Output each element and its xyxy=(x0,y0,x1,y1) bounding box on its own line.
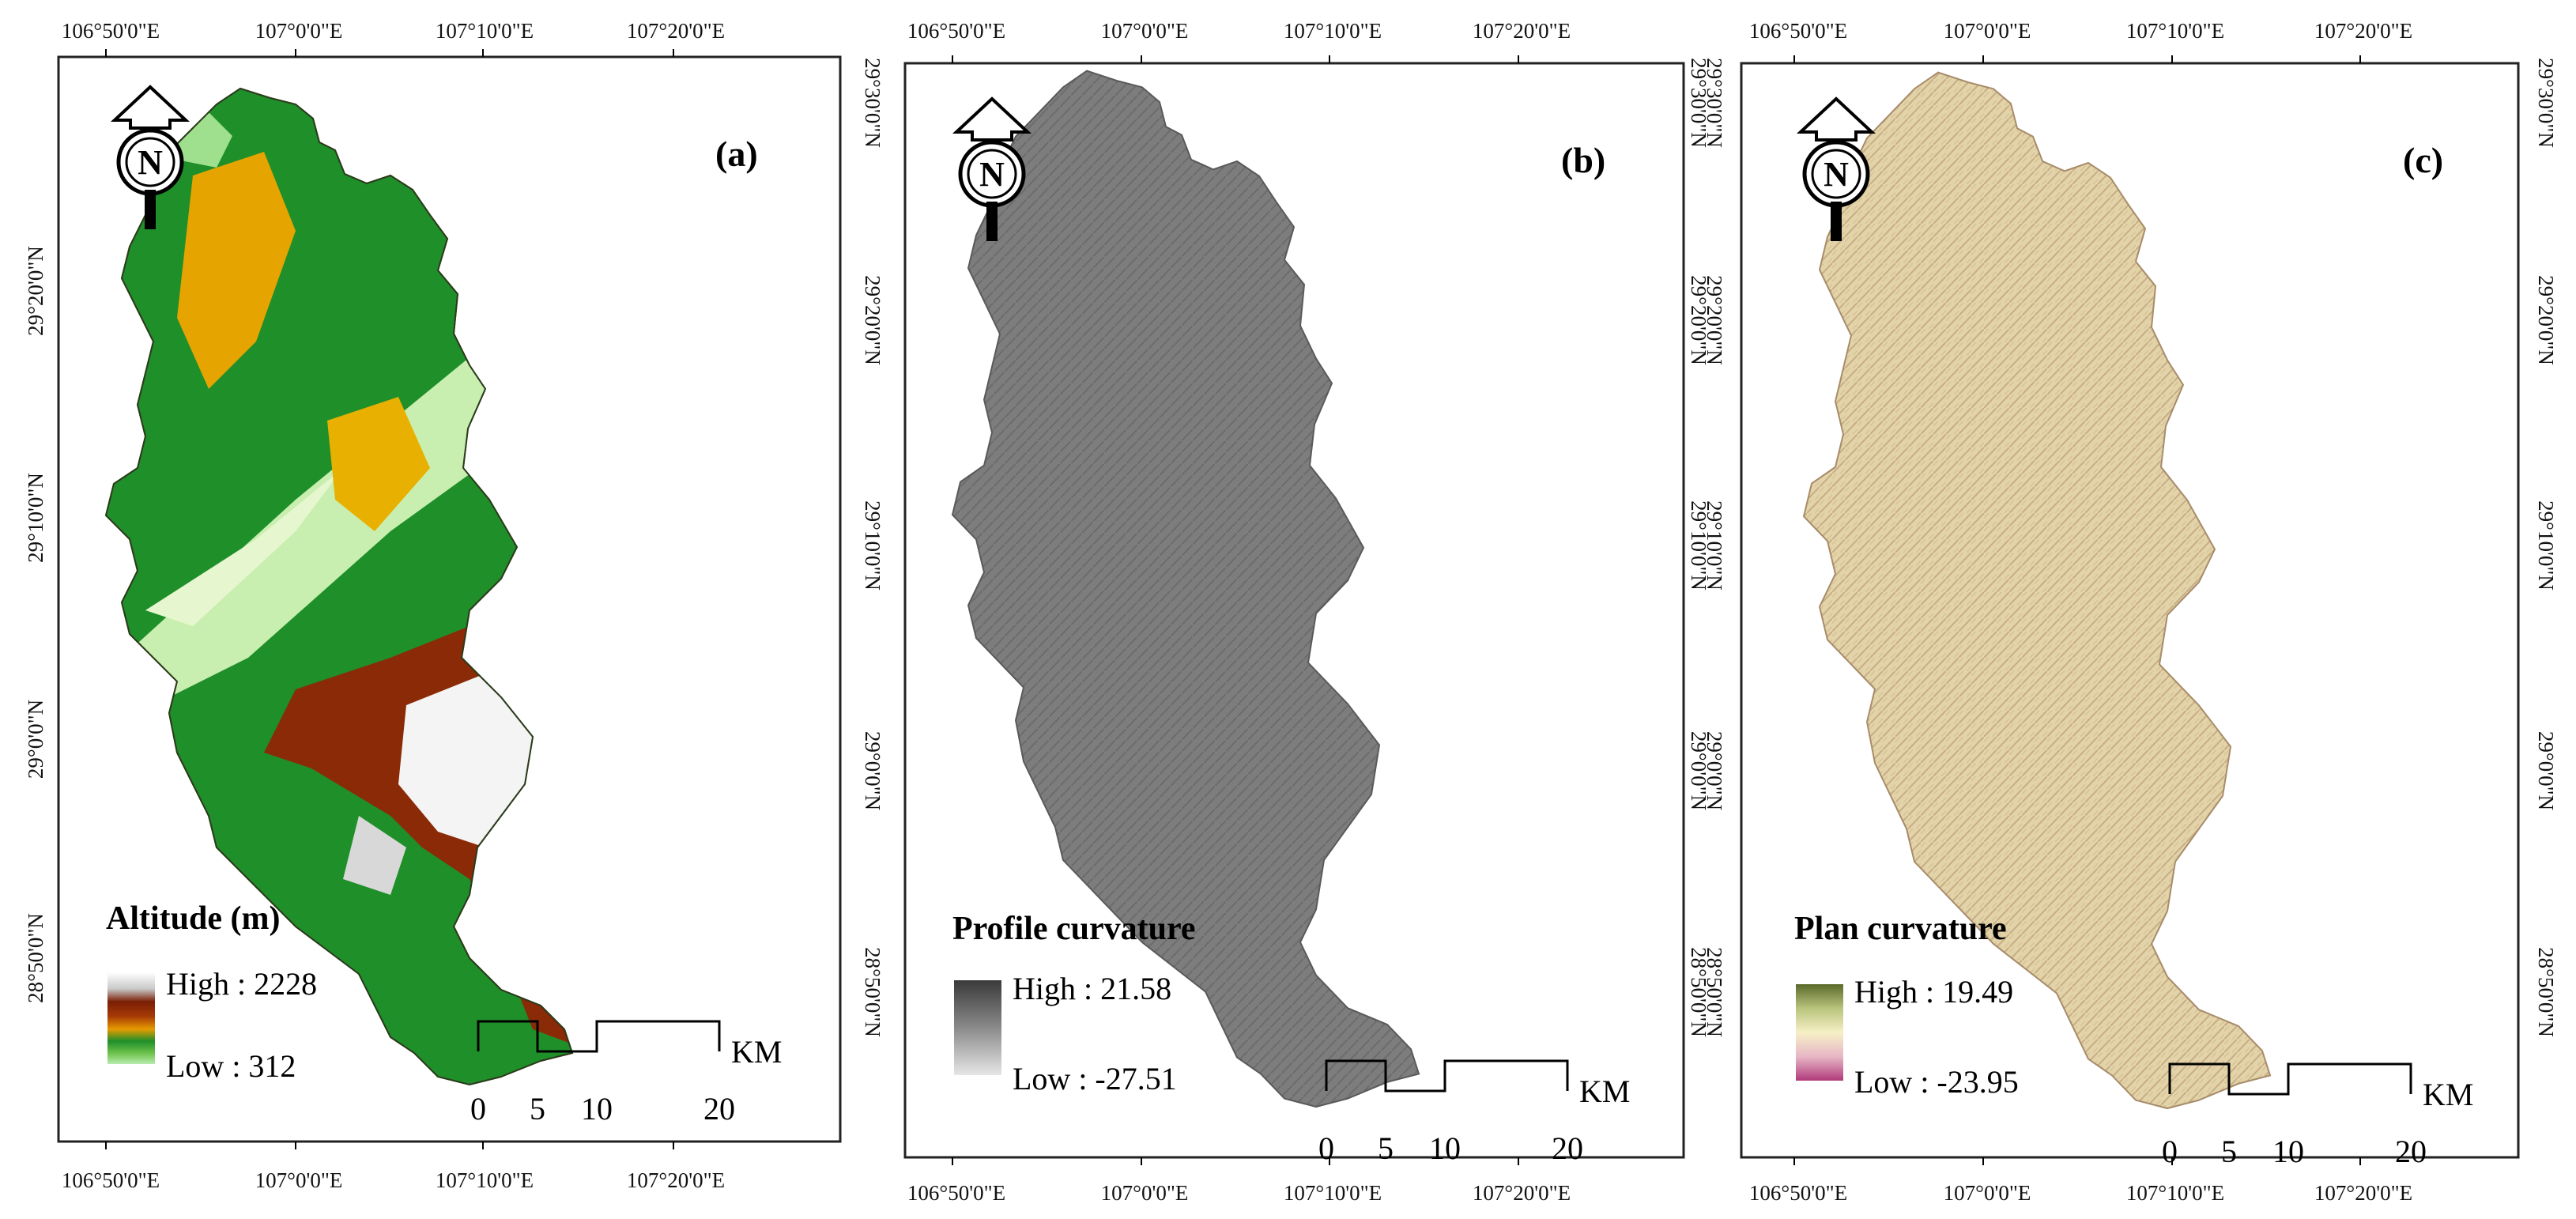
legend-ramp xyxy=(1796,984,1843,1081)
svg-text:107°0'0"E: 107°0'0"E xyxy=(1944,19,2031,43)
svg-text:29°20'0"N: 29°20'0"N xyxy=(861,275,884,365)
svg-text:10: 10 xyxy=(2272,1134,2304,1169)
svg-text:29°10'0"N: 29°10'0"N xyxy=(861,500,884,591)
svg-text:10: 10 xyxy=(581,1091,613,1127)
north-arrow-icon: N xyxy=(952,96,1032,241)
svg-text:29°20'0"N: 29°20'0"N xyxy=(24,246,47,336)
panel-b: N (b) Profile curvature High : 21.58 Low… xyxy=(861,19,1710,1205)
svg-text:107°20'0"E: 107°20'0"E xyxy=(2314,1181,2412,1205)
lat-ticks-right: 29°30'0"N 29°20'0"N 29°10'0"N 29°0'0"N 2… xyxy=(2534,58,2558,1037)
svg-text:29°10'0"N: 29°10'0"N xyxy=(24,473,47,563)
svg-text:107°20'0"E: 107°20'0"E xyxy=(627,1168,725,1192)
svg-text:28°50'0"N: 28°50'0"N xyxy=(2534,947,2558,1037)
svg-text:28°50'0"N: 28°50'0"N xyxy=(861,947,884,1037)
lon-ticks: 106°50'0"E 107°0'0"E 107°10'0"E 107°20'0… xyxy=(907,19,1571,1205)
svg-text:29°30'0"N: 29°30'0"N xyxy=(2534,58,2558,148)
lon-ticks: 106°50'0"E 107°0'0"E 107°10'0"E 107°20'0… xyxy=(62,19,725,1192)
svg-text:0: 0 xyxy=(1318,1130,1334,1166)
lat-ticks-left: 29°30'0"N 29°20'0"N 29°10'0"N 29°0'0"N 2… xyxy=(1703,58,1726,1037)
legend-high: High : 2228 xyxy=(166,966,317,1002)
svg-text:29°30'0"N: 29°30'0"N xyxy=(1703,58,1726,148)
svg-text:0: 0 xyxy=(470,1091,486,1127)
svg-text:107°10'0"E: 107°10'0"E xyxy=(2126,19,2224,43)
svg-text:29°10'0"N: 29°10'0"N xyxy=(2534,500,2558,591)
svg-text:5: 5 xyxy=(2221,1134,2237,1169)
lat-ticks-right: 29°30'0"N 29°20'0"N 29°10'0"N 29°0'0"N 2… xyxy=(1687,58,1710,1037)
svg-text:107°0'0"E: 107°0'0"E xyxy=(255,1168,343,1192)
legend-low: Low : 312 xyxy=(166,1048,296,1084)
north-letter: N xyxy=(1824,155,1849,194)
svg-text:107°0'0"E: 107°0'0"E xyxy=(1944,1181,2031,1205)
svg-text:107°10'0"E: 107°10'0"E xyxy=(436,19,534,43)
scale-bar: KM 0 5 10 20 xyxy=(2162,1062,2473,1169)
svg-text:0: 0 xyxy=(2162,1134,2178,1169)
svg-text:107°10'0"E: 107°10'0"E xyxy=(1284,19,1382,43)
svg-text:106°50'0"E: 106°50'0"E xyxy=(907,19,1005,43)
svg-text:106°50'0"E: 106°50'0"E xyxy=(62,19,160,43)
svg-text:28°50'0"N: 28°50'0"N xyxy=(24,913,47,1003)
svg-text:29°20'0"N: 29°20'0"N xyxy=(1687,275,1710,365)
lon-ticks: 106°50'0"E 107°0'0"E 107°10'0"E 107°20'0… xyxy=(1749,19,2412,1205)
svg-text:107°20'0"E: 107°20'0"E xyxy=(1473,19,1571,43)
legend-ramp xyxy=(107,972,155,1064)
svg-text:29°0'0"N: 29°0'0"N xyxy=(24,700,47,779)
north-letter: N xyxy=(979,155,1005,194)
legend-low: Low : -23.95 xyxy=(1854,1064,2019,1100)
svg-text:106°50'0"E: 106°50'0"E xyxy=(907,1181,1005,1205)
svg-text:29°0'0"N: 29°0'0"N xyxy=(861,731,884,810)
scale-bar: KM 0 5 10 20 xyxy=(470,1020,782,1127)
svg-text:20: 20 xyxy=(1552,1130,1583,1166)
svg-text:107°20'0"E: 107°20'0"E xyxy=(627,19,725,43)
lat-ticks-left: 29°30'0"N 29°20'0"N 29°10'0"N 29°0'0"N 2… xyxy=(861,58,884,1037)
svg-text:KM: KM xyxy=(1579,1074,1630,1109)
north-arrow-icon: N xyxy=(110,85,190,229)
svg-text:20: 20 xyxy=(703,1091,735,1127)
svg-text:29°30'0"N: 29°30'0"N xyxy=(861,58,884,148)
scale-bar: KM 0 5 10 20 xyxy=(1318,1059,1630,1166)
legend-high: High : 21.58 xyxy=(1013,971,1171,1006)
panel-label: (a) xyxy=(715,134,758,174)
svg-text:KM: KM xyxy=(731,1034,782,1070)
svg-text:107°10'0"E: 107°10'0"E xyxy=(2126,1181,2224,1205)
legend-title: Profile curvature xyxy=(952,911,1196,947)
north-letter: N xyxy=(138,143,163,182)
legend-title: Altitude (m) xyxy=(106,900,280,937)
svg-text:107°20'0"E: 107°20'0"E xyxy=(2314,19,2412,43)
legend-title: Plan curvature xyxy=(1794,911,2007,947)
legend-ramp xyxy=(954,980,1001,1075)
svg-text:29°10'0"N: 29°10'0"N xyxy=(1687,500,1710,591)
svg-text:107°10'0"E: 107°10'0"E xyxy=(1284,1181,1382,1205)
svg-text:29°20'0"N: 29°20'0"N xyxy=(2534,275,2558,365)
svg-text:107°0'0"E: 107°0'0"E xyxy=(1101,1181,1189,1205)
svg-text:28°50'0"N: 28°50'0"N xyxy=(1687,947,1710,1037)
svg-text:29°0'0"N: 29°0'0"N xyxy=(1687,731,1710,810)
svg-text:29°30'0"N: 29°30'0"N xyxy=(1687,58,1710,148)
svg-text:106°50'0"E: 106°50'0"E xyxy=(1749,19,1847,43)
svg-text:107°20'0"E: 107°20'0"E xyxy=(1473,1181,1571,1205)
svg-text:107°10'0"E: 107°10'0"E xyxy=(436,1168,534,1192)
svg-text:29°0'0"N: 29°0'0"N xyxy=(2534,731,2558,810)
legend-low: Low : -27.51 xyxy=(1013,1061,1177,1096)
svg-text:20: 20 xyxy=(2395,1134,2427,1169)
panel-label: (b) xyxy=(1561,140,1605,180)
lat-ticks: 29°20'0"N 29°10'0"N 29°0'0"N 28°50'0"N xyxy=(24,246,47,1003)
panel-c: N (c) Plan curvature High : 19.49 Low : … xyxy=(1703,19,2558,1205)
svg-text:29°0'0"N: 29°0'0"N xyxy=(1703,731,1726,810)
panel-label: (c) xyxy=(2403,140,2443,180)
panel-a: N (a) Altitude (m) High : 2228 Low : 312… xyxy=(24,19,842,1192)
legend-high: High : 19.49 xyxy=(1854,974,2013,1010)
svg-text:107°0'0"E: 107°0'0"E xyxy=(1101,19,1189,43)
svg-text:10: 10 xyxy=(1429,1130,1461,1166)
svg-text:5: 5 xyxy=(1378,1130,1394,1166)
svg-text:5: 5 xyxy=(530,1091,545,1127)
svg-text:29°10'0"N: 29°10'0"N xyxy=(1703,500,1726,591)
svg-text:29°20'0"N: 29°20'0"N xyxy=(1703,275,1726,365)
svg-text:107°0'0"E: 107°0'0"E xyxy=(255,19,343,43)
svg-text:106°50'0"E: 106°50'0"E xyxy=(62,1168,160,1192)
svg-text:106°50'0"E: 106°50'0"E xyxy=(1749,1181,1847,1205)
north-arrow-icon: N xyxy=(1796,96,1876,241)
svg-text:KM: KM xyxy=(2423,1077,2473,1112)
svg-text:28°50'0"N: 28°50'0"N xyxy=(1703,947,1726,1037)
